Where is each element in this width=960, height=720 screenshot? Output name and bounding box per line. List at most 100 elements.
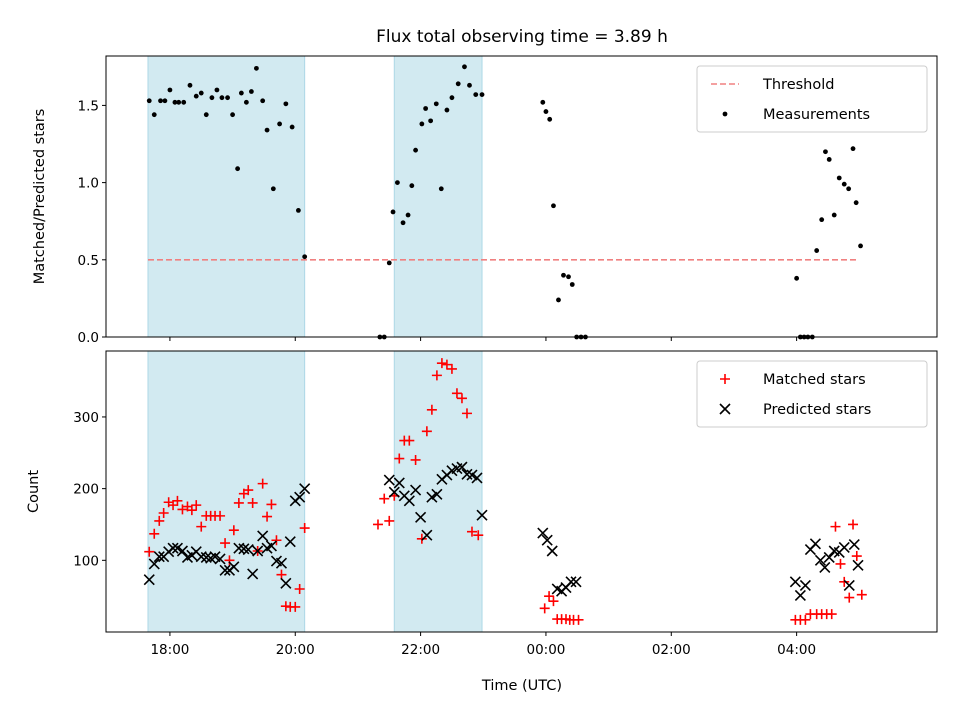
matched-star-point [848, 519, 859, 530]
predicted-star-point [393, 477, 405, 489]
predicted-star-point [238, 543, 250, 555]
predicted-star-point [299, 483, 311, 495]
predicted-star-point [257, 530, 269, 542]
predicted-star-point [284, 536, 296, 548]
predicted-star-point [421, 529, 433, 541]
measurement-point [295, 207, 301, 213]
legend-label: Matched stars [763, 372, 866, 388]
matched-star-point [266, 499, 277, 510]
matched-star-point [451, 388, 462, 399]
matched-star-point [851, 551, 862, 562]
observing-window [393, 55, 483, 338]
measurement-point [219, 95, 225, 101]
predicted-star-point [148, 558, 160, 570]
measurement-point [289, 124, 295, 130]
measurement-point [400, 220, 406, 226]
matched-star-point [436, 358, 447, 369]
matched-star-point [421, 426, 432, 437]
matched-star-point [177, 504, 188, 515]
matched-star-point [539, 603, 550, 614]
y-tick-label: 200 [73, 482, 99, 498]
measurement-point [230, 112, 235, 118]
measurement-point [449, 95, 455, 101]
measurement-point [167, 87, 173, 93]
predicted-star-point [176, 545, 189, 557]
legend-marker [719, 403, 731, 415]
measurement-point [566, 274, 571, 280]
measurement-point [181, 99, 187, 105]
predicted-star-point [546, 545, 558, 557]
measurement-point [561, 272, 566, 278]
matched-star-point [456, 393, 467, 404]
predicted-star-point [852, 559, 864, 571]
measurement-point [540, 99, 546, 105]
predicted-star-point [814, 554, 826, 566]
predicted-star-point [143, 574, 155, 586]
measurement-point [479, 92, 485, 97]
observing-window [393, 350, 483, 633]
y-tick-label: 100 [73, 553, 99, 569]
predicted-star-point [242, 543, 254, 556]
legend-label: Threshold [762, 77, 834, 93]
measurement-point [225, 95, 230, 101]
measurement-point [277, 121, 282, 127]
legend-box [696, 65, 928, 133]
predicted-star-point [294, 491, 306, 503]
predicted-star-point [843, 579, 855, 591]
matched-star-point [191, 500, 202, 511]
y-axis-label: Count [26, 470, 42, 513]
matched-star-point [384, 515, 395, 526]
measurement-point [386, 260, 392, 266]
measurement-point [846, 186, 852, 192]
measurement-point [858, 243, 863, 249]
matched-star-point [826, 609, 837, 620]
measurement-point [543, 109, 549, 114]
matched-star-point [262, 511, 273, 522]
measurement-point [551, 203, 556, 209]
matched-star-point [839, 576, 850, 587]
measurement-point [841, 181, 847, 187]
measurement-point [413, 147, 418, 153]
matched-star-point [548, 596, 559, 607]
predicted-star-point [219, 564, 231, 576]
measurement-point [850, 146, 856, 152]
measurement-point [419, 121, 425, 127]
predicted-star-point [799, 579, 811, 591]
matched-star-point [372, 519, 383, 530]
matched-star-point [247, 497, 258, 508]
predicted-star-point [171, 542, 184, 554]
predicted-star-point [403, 495, 415, 507]
axes-frame [105, 55, 938, 338]
matched-star-point [154, 515, 165, 526]
measurement-point [146, 98, 152, 104]
predicted-star-point [275, 557, 288, 569]
top-panel: 0.0 0.5 1.0 1.5 Matched/Predicted stars Thres… [32, 55, 938, 346]
matched-star-point [299, 523, 310, 534]
predicted-star-point [252, 545, 264, 557]
measurement-point [243, 99, 249, 105]
matched-star-point [441, 359, 452, 370]
measurement-point [405, 212, 411, 218]
legend-box [696, 360, 928, 428]
predicted-star-point [570, 576, 582, 588]
measurement-point [270, 186, 276, 192]
matched-star-point [573, 614, 584, 625]
matched-star-point [856, 589, 867, 600]
predicted-star-point [410, 484, 422, 496]
matched-star-point [172, 495, 183, 506]
measurement-point [187, 82, 193, 88]
matched-star-point [196, 521, 207, 532]
x-tick-label: 22:00 [401, 642, 440, 658]
measurement-point [814, 248, 820, 253]
legend-marker [722, 111, 728, 117]
matched-star-point [294, 583, 305, 594]
observing-window [147, 350, 306, 633]
y-tick-label: 1.5 [78, 98, 99, 114]
predicted-star-point [541, 534, 553, 546]
x-tick-label: 00:00 [526, 642, 565, 658]
matched-star-point [158, 508, 169, 519]
predicted-star-point [789, 576, 801, 588]
legend-label: Measurements [763, 107, 870, 123]
axes-frame [105, 350, 938, 633]
matched-star-point [290, 601, 301, 612]
